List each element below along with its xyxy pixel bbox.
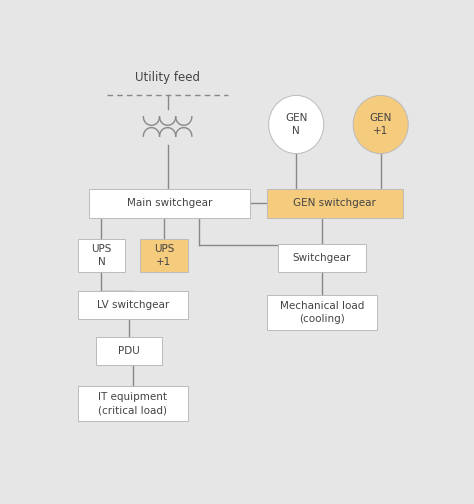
FancyBboxPatch shape — [78, 239, 125, 272]
FancyBboxPatch shape — [278, 244, 366, 272]
Circle shape — [269, 95, 324, 154]
Text: LV switchgear: LV switchgear — [97, 299, 169, 309]
FancyBboxPatch shape — [267, 295, 377, 330]
FancyBboxPatch shape — [78, 291, 188, 319]
Text: GEN
N: GEN N — [285, 113, 307, 136]
Text: Switchgear: Switchgear — [293, 253, 351, 263]
FancyBboxPatch shape — [96, 337, 162, 365]
Text: GEN switchgear: GEN switchgear — [293, 198, 376, 208]
Text: Utility feed: Utility feed — [135, 72, 200, 85]
Circle shape — [353, 95, 408, 154]
Text: GEN
+1: GEN +1 — [370, 113, 392, 136]
Text: PDU: PDU — [118, 346, 140, 356]
Text: UPS
+1: UPS +1 — [154, 244, 174, 267]
FancyBboxPatch shape — [267, 188, 403, 218]
Text: UPS
N: UPS N — [91, 244, 112, 267]
FancyBboxPatch shape — [140, 239, 188, 272]
FancyBboxPatch shape — [78, 387, 188, 421]
Text: Mechanical load
(cooling): Mechanical load (cooling) — [280, 301, 364, 325]
Text: Main switchgear: Main switchgear — [127, 198, 212, 208]
FancyBboxPatch shape — [89, 188, 250, 218]
Text: IT equipment
(critical load): IT equipment (critical load) — [98, 392, 167, 415]
